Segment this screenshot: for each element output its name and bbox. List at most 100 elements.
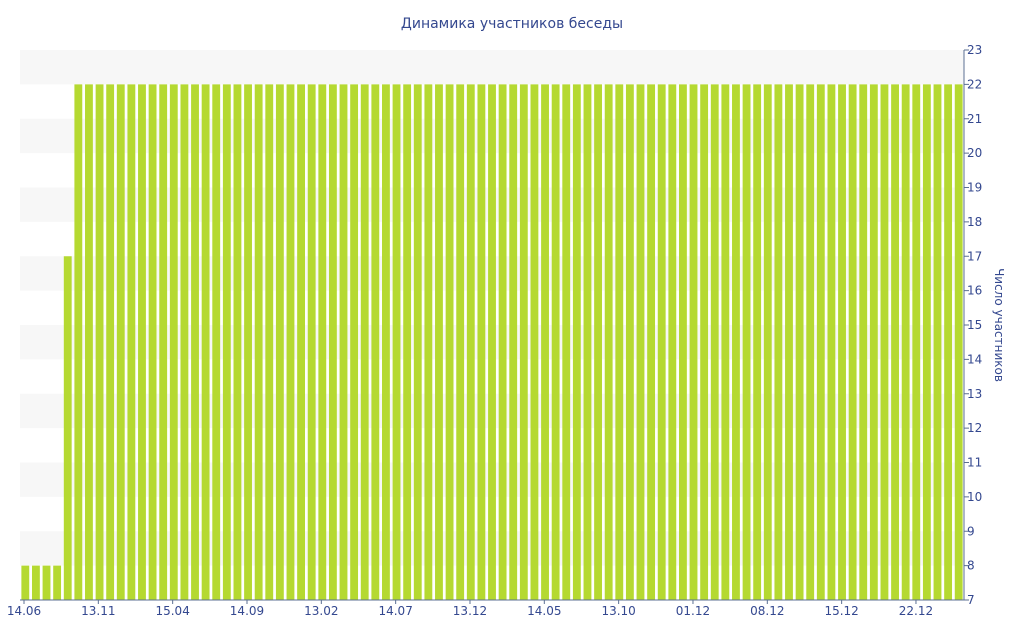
bar[interactable] (116, 84, 125, 601)
bar[interactable] (498, 84, 507, 601)
x-tick-label: 15.04 (155, 604, 189, 618)
bar[interactable] (922, 84, 931, 601)
bar[interactable] (466, 84, 475, 601)
bar[interactable] (848, 84, 857, 601)
bar[interactable] (785, 84, 793, 601)
bar[interactable] (869, 84, 878, 601)
bar[interactable] (435, 84, 443, 601)
bar[interactable] (944, 84, 953, 601)
bar[interactable] (42, 565, 51, 601)
bar[interactable] (318, 84, 327, 601)
bar[interactable] (360, 84, 369, 601)
bar[interactable] (477, 84, 486, 601)
bar[interactable] (222, 84, 231, 601)
bar[interactable] (371, 84, 380, 601)
bar[interactable] (583, 84, 592, 601)
bar[interactable] (562, 84, 571, 601)
bar[interactable] (424, 84, 433, 601)
bar[interactable] (244, 84, 252, 601)
x-tick-label: 14.09 (230, 604, 264, 618)
y-tick-label: 9 (967, 524, 975, 538)
bar[interactable] (572, 84, 581, 601)
bar[interactable] (721, 84, 730, 601)
bar[interactable] (753, 84, 762, 601)
bar[interactable] (392, 84, 401, 601)
bar[interactable] (265, 84, 274, 601)
bar[interactable] (710, 84, 719, 601)
bar[interactable] (148, 84, 157, 601)
bar[interactable] (806, 84, 815, 601)
bar[interactable] (636, 84, 645, 601)
x-tick-label: 13.10 (601, 604, 635, 618)
bar[interactable] (774, 84, 783, 601)
bar[interactable] (530, 84, 539, 601)
bar[interactable] (954, 84, 963, 601)
bar[interactable] (912, 84, 921, 601)
x-tick-label: 01.12 (676, 604, 710, 618)
bar[interactable] (307, 84, 316, 601)
bar[interactable] (859, 84, 868, 601)
bar[interactable] (413, 84, 422, 601)
bar[interactable] (732, 84, 740, 601)
bar[interactable] (95, 84, 104, 601)
bar[interactable] (742, 84, 751, 601)
bar[interactable] (668, 84, 677, 601)
x-tick-label: 13.02 (304, 604, 338, 618)
bar[interactable] (488, 84, 496, 601)
bar[interactable] (604, 84, 613, 601)
bar[interactable] (647, 84, 656, 601)
bar[interactable] (891, 84, 899, 601)
y-axis: 7 8 9 10 11 12 13 14 15 16 17 18 19 20 21 22 23 (963, 43, 982, 607)
bar[interactable] (625, 84, 634, 601)
bar[interactable] (615, 84, 624, 601)
bar[interactable] (328, 84, 337, 601)
bar[interactable] (763, 84, 772, 601)
bar[interactable] (816, 84, 825, 601)
bar[interactable] (169, 84, 178, 601)
bar[interactable] (382, 84, 390, 601)
bar[interactable] (138, 84, 146, 601)
bar[interactable] (201, 84, 210, 601)
bar[interactable] (551, 84, 560, 601)
bar[interactable] (159, 84, 168, 601)
bar[interactable] (254, 84, 263, 601)
bar[interactable] (456, 84, 465, 601)
bar[interactable] (275, 84, 284, 601)
bar[interactable] (403, 84, 412, 601)
bar[interactable] (233, 84, 242, 601)
bar[interactable] (594, 84, 602, 601)
x-tick-label: 14.05 (527, 604, 561, 618)
bar[interactable] (127, 84, 136, 601)
bar[interactable] (679, 84, 687, 601)
bar[interactable] (212, 84, 221, 601)
bar[interactable] (541, 84, 549, 601)
bar[interactable] (657, 84, 666, 601)
bar[interactable] (901, 84, 910, 601)
bar[interactable] (63, 256, 72, 600)
bar[interactable] (297, 84, 305, 601)
bar[interactable] (53, 565, 62, 601)
bar[interactable] (880, 84, 889, 601)
bar[interactable] (74, 84, 83, 601)
bar[interactable] (85, 84, 93, 601)
bar[interactable] (827, 84, 836, 601)
bar[interactable] (31, 565, 40, 601)
bar[interactable] (689, 84, 698, 601)
bar[interactable] (350, 84, 359, 601)
bar[interactable] (445, 84, 454, 601)
bar[interactable] (933, 84, 942, 601)
bar[interactable] (286, 84, 295, 601)
bar[interactable] (191, 84, 199, 601)
bar[interactable] (519, 84, 528, 601)
bar[interactable] (795, 84, 804, 601)
x-axis: 14.06 13.11 15.04 14.09 13.02 14.07 13.12 14.05… (7, 599, 964, 618)
bar[interactable] (180, 84, 189, 601)
x-tick-label: 13.12 (453, 604, 487, 618)
bar[interactable] (700, 84, 709, 601)
bar[interactable] (21, 565, 30, 601)
bar[interactable] (838, 84, 846, 601)
bar[interactable] (509, 84, 518, 601)
bar[interactable] (106, 84, 115, 601)
bar[interactable] (339, 84, 348, 601)
